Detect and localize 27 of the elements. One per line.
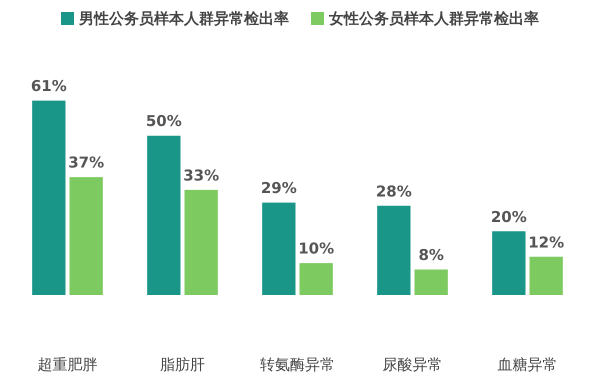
data-label: 50% [146,112,182,130]
bar [492,231,526,295]
data-label: 61% [30,77,67,96]
data-label: 8% [418,246,444,264]
data-label: 37% [68,154,104,172]
bar [262,202,296,295]
bar [184,190,218,295]
x-tick-label: 转氨酶异常 [260,356,335,374]
bar [530,256,563,295]
data-label: 33% [183,166,220,184]
legend-label: 男性公务员样本人群异常检出率 [78,10,289,28]
data-label: 10% [298,240,334,258]
bar [70,177,103,295]
x-tick-label: 尿酸异常 [382,356,442,374]
data-label: 20% [490,208,527,226]
bar [414,270,448,295]
data-label: 12% [528,233,564,252]
x-tick-label: 超重肥胖 [38,356,98,374]
data-label: 28% [376,182,412,200]
data-label: 29% [260,179,297,198]
bar [377,206,410,295]
x-tick-label: 脂肪肝 [160,356,205,374]
bar [300,263,333,295]
x-tick-label: 血糖异常 [498,356,558,374]
legend-label: 女性公务员样本人群异常检出率 [328,10,539,28]
bar [32,100,66,295]
bar [147,136,180,295]
